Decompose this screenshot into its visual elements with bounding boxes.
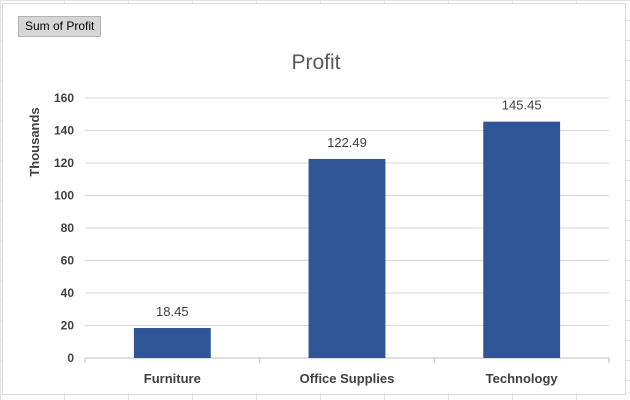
y-tick-label: 100 bbox=[54, 189, 74, 203]
data-label: 122.49 bbox=[327, 135, 367, 150]
y-axis-ticks: 0 20 40 60 80 100 120 140 160 bbox=[54, 91, 74, 365]
chart-area[interactable]: Sum of Profit Profit Thousands 0 20 40 60 80… bbox=[2, 3, 626, 395]
category-label: Technology bbox=[486, 371, 559, 386]
bar-technology[interactable] bbox=[483, 121, 561, 358]
y-tick-label: 0 bbox=[67, 351, 74, 365]
y-tick-label: 140 bbox=[54, 124, 74, 138]
pivot-field-button[interactable]: Sum of Profit bbox=[18, 16, 102, 37]
data-label: 145.45 bbox=[502, 98, 542, 113]
y-tick-label: 160 bbox=[54, 91, 74, 105]
y-tick-label: 60 bbox=[61, 254, 75, 268]
data-labels: 18.45 122.49 145.45 bbox=[156, 98, 541, 319]
bars bbox=[133, 121, 561, 358]
data-label: 18.45 bbox=[156, 304, 189, 319]
y-tick-label: 120 bbox=[54, 156, 74, 170]
y-axis-title: Thousands bbox=[27, 107, 42, 176]
category-label: Office Supplies bbox=[300, 371, 395, 386]
x-axis-categories: Furniture Office Supplies Technology bbox=[144, 371, 559, 386]
bar-chart: Profit Thousands 0 20 40 60 80 100 120 140 160 1… bbox=[27, 51, 610, 386]
bar-office-supplies[interactable] bbox=[308, 158, 386, 358]
y-tick-label: 80 bbox=[61, 221, 75, 235]
bar-furniture[interactable] bbox=[133, 328, 211, 358]
y-tick-label: 40 bbox=[61, 286, 75, 300]
category-label: Furniture bbox=[144, 371, 201, 386]
chart-title: Profit bbox=[291, 51, 340, 74]
y-tick-label: 20 bbox=[61, 319, 75, 333]
